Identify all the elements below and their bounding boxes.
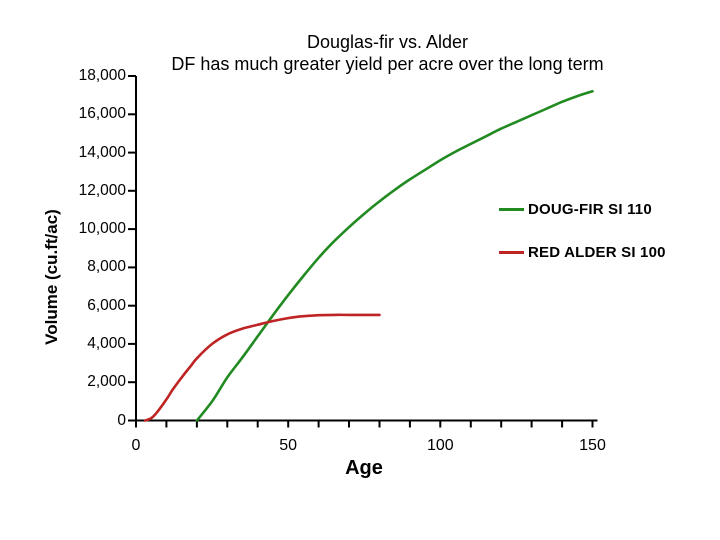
- legend-item: RED ALDER SI 100: [499, 243, 666, 261]
- x-axis-title: Age: [345, 457, 383, 479]
- y-tick-label: 12,000: [78, 181, 126, 199]
- y-tick-label: 14,000: [78, 143, 126, 161]
- chart-title: Douglas-fir vs. Alder: [306, 32, 469, 52]
- x-tick-label: 150: [579, 437, 606, 454]
- legend-label: RED ALDER SI 100: [528, 243, 666, 261]
- legend-label: DOUG-FIR SI 110: [528, 200, 652, 218]
- x-tick-label: 0: [131, 437, 141, 454]
- y-tick-label: 18,000: [78, 67, 126, 84]
- y-tick-label: 4,000: [87, 334, 126, 352]
- series-line-1: [143, 313, 381, 422]
- chart-header: Douglas-fir vs. Alder DF has much greate…: [55, 31, 720, 75]
- series-line-0: [195, 90, 594, 422]
- x-tick-label: 100: [426, 437, 454, 454]
- y-tick-label: 16,000: [78, 105, 126, 123]
- chart-subtitle: DF has much greater yield per acre over …: [171, 54, 604, 74]
- x-tick-label: 50: [279, 437, 298, 454]
- y-tick-label: 10,000: [78, 220, 126, 238]
- legend-line-swatch: [499, 250, 524, 254]
- legend-item: DOUG-FIR SI 110: [499, 200, 652, 218]
- y-tick-label: 8,000: [87, 258, 126, 276]
- legend-line-swatch: [499, 207, 524, 211]
- y-tick-label: 0: [117, 411, 126, 429]
- y-tick-label: 6,000: [87, 296, 126, 314]
- y-tick-label: 2,000: [87, 373, 126, 391]
